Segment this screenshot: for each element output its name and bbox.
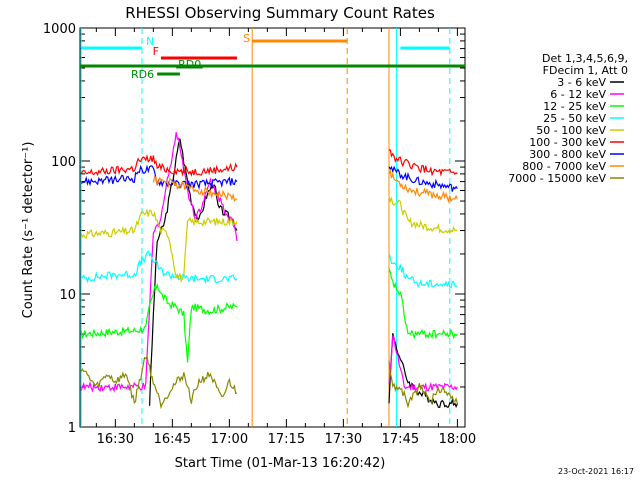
legend-entry: 50 - 100 keV xyxy=(536,124,606,137)
series-line xyxy=(80,208,238,283)
series-line xyxy=(388,334,458,393)
series-line xyxy=(80,282,238,363)
x-axis-label: Start Time (01-Mar-13 16:20:42) xyxy=(175,456,386,471)
legend-entry: 12 - 25 keV xyxy=(543,100,606,113)
legend-entry: 100 - 300 keV xyxy=(529,136,606,149)
series-line xyxy=(388,252,458,289)
flag-label: RD6 xyxy=(131,68,154,81)
series-line xyxy=(388,165,458,192)
legend-entry: 6 - 12 keV xyxy=(550,88,606,101)
chart-title: RHESSI Observing Summary Count Rates xyxy=(125,4,435,22)
x-tick-label: 17:45 xyxy=(382,432,419,447)
series-line xyxy=(80,132,238,393)
flag-label: F xyxy=(153,45,159,58)
series-line xyxy=(388,268,458,340)
flag-label: N xyxy=(146,35,154,48)
y-axis-label: Count Rate (s⁻¹ detector⁻¹) xyxy=(21,142,36,319)
legend-entry: 25 - 50 keV xyxy=(543,112,606,125)
legend-entry: 3 - 6 keV xyxy=(557,76,606,89)
series-line xyxy=(80,354,238,410)
legend-entry: 7000 - 15000 keV xyxy=(508,172,606,185)
series-line xyxy=(80,154,238,177)
plot-area: 16:30 16:45 17:00 17:15 17:30 17:45 18:00 1 10 10… xyxy=(43,22,476,447)
series-line xyxy=(152,176,238,203)
series-line xyxy=(388,360,458,409)
y-tick-label: 1 xyxy=(68,421,76,436)
legend-header: Det 1,3,4,5,6,9, xyxy=(542,52,628,65)
y-tick-label: 100 xyxy=(51,155,76,170)
series-line xyxy=(388,168,458,204)
x-tick-label: 18:00 xyxy=(439,432,476,447)
x-tick-label: 16:45 xyxy=(154,432,191,447)
legend: Det 1,3,4,5,6,9,FDecim 1, Att 03 - 6 keV… xyxy=(508,52,628,185)
series-line xyxy=(80,249,238,285)
y-tick-label: 1000 xyxy=(43,22,76,37)
x-tick-label: 16:30 xyxy=(97,432,134,447)
y-tick-label: 10 xyxy=(59,288,76,303)
x-tick-label: 17:00 xyxy=(211,432,248,447)
legend-entry: 800 - 7000 keV xyxy=(522,160,606,173)
series-line xyxy=(81,164,238,191)
series-line xyxy=(388,149,458,177)
x-tick-label: 17:30 xyxy=(325,432,362,447)
date-stamp: 23-Oct-2021 16:17 xyxy=(558,467,634,476)
series-line xyxy=(388,195,458,235)
legend-header: FDecim 1, Att 0 xyxy=(543,64,628,77)
flag-label: S xyxy=(243,32,250,45)
plot-frame xyxy=(79,27,466,428)
x-tick-label: 17:15 xyxy=(268,432,305,447)
legend-entry: 300 - 800 keV xyxy=(529,148,606,161)
